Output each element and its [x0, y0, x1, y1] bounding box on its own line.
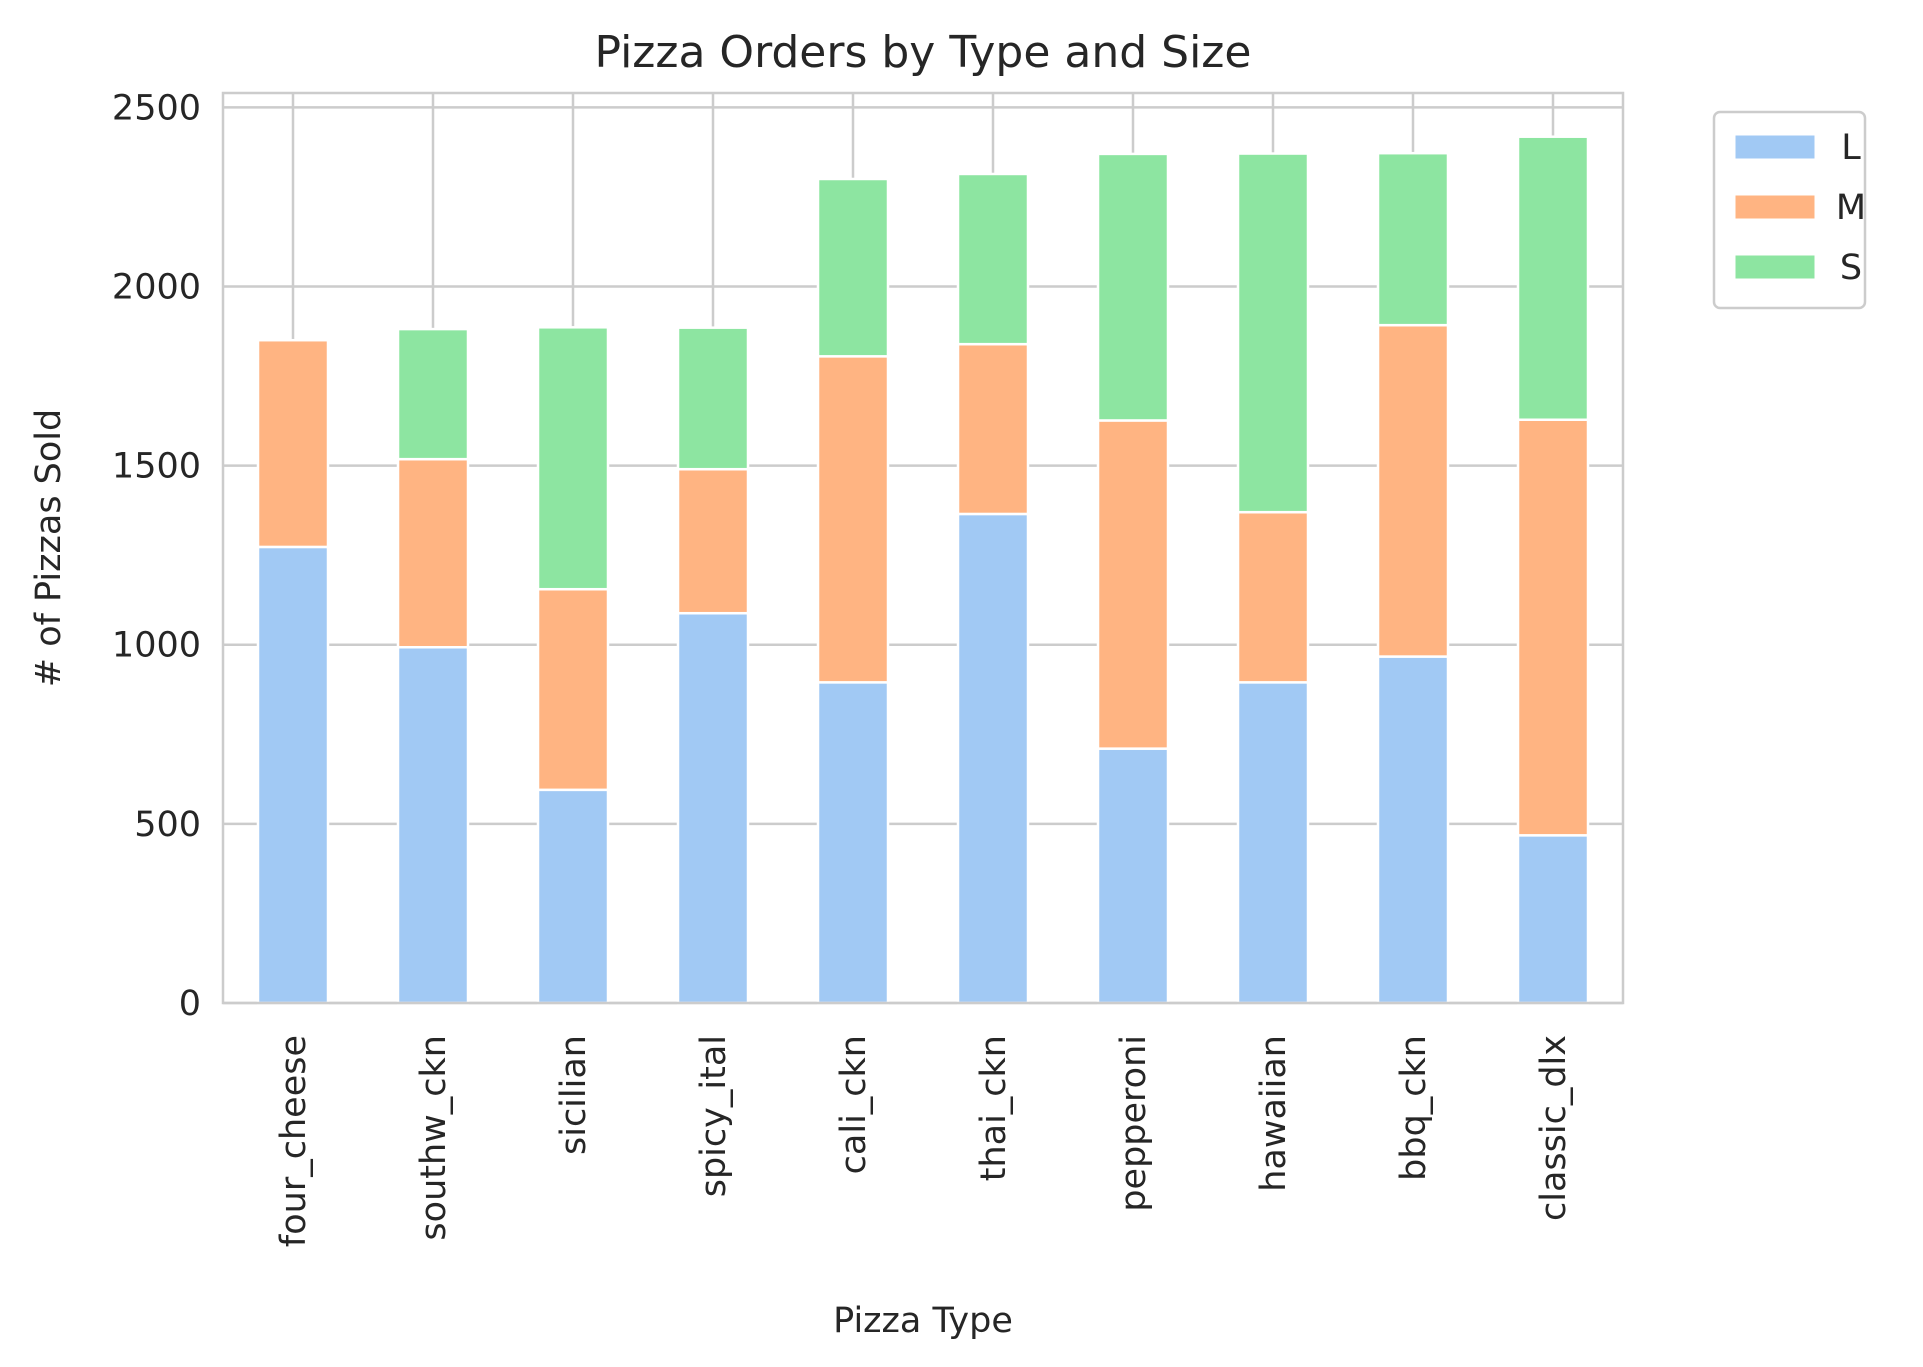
- y-axis-label: # of Pizzas Sold: [29, 409, 69, 688]
- x-tick-label: spicy_ital: [694, 1035, 734, 1197]
- bar-L-thai_ckn: [956, 512, 1030, 1005]
- bars: [256, 135, 1590, 1005]
- chart-title: Pizza Orders by Type and Size: [595, 27, 1252, 78]
- bar-L-classic_dlx: [1516, 834, 1590, 1005]
- legend: LMS: [1712, 110, 1867, 310]
- bar-M-four_cheese: [256, 338, 330, 549]
- y-tick-label: 2500: [112, 88, 201, 128]
- bar-M-spicy_ital: [676, 467, 750, 615]
- bar-L-sicilian: [536, 788, 610, 1005]
- x-tick-label: cali_ckn: [834, 1035, 874, 1174]
- bar-S-bbq_ckn: [1376, 151, 1450, 327]
- x-tick-label: southw_ckn: [414, 1035, 454, 1241]
- y-tick-label: 500: [134, 805, 201, 845]
- bar-L-pepperoni: [1096, 747, 1170, 1005]
- plot-frame: [221, 91, 1625, 1005]
- x-tick-label: thai_ckn: [974, 1035, 1014, 1181]
- y-tick-label: 1500: [112, 447, 201, 487]
- bar-L-four_cheese: [256, 545, 330, 1005]
- x-axis-label: Pizza Type: [833, 1301, 1013, 1341]
- legend-label-S: S: [1840, 248, 1862, 288]
- bar-S-hawaiian: [1236, 152, 1310, 514]
- bar-M-sicilian: [536, 587, 610, 792]
- legend-label-M: M: [1836, 188, 1866, 228]
- x-tick-label: four_cheese: [274, 1035, 314, 1247]
- y-tick-label: 1000: [112, 626, 201, 666]
- bar-S-pepperoni: [1096, 152, 1170, 422]
- x-tick-label: sicilian: [554, 1035, 594, 1155]
- bar-M-thai_ckn: [956, 342, 1030, 516]
- bar-M-pepperoni: [1096, 419, 1170, 750]
- legend-swatch-S: [1734, 254, 1816, 280]
- legend-swatch-M: [1734, 194, 1816, 220]
- bar-S-spicy_ital: [676, 326, 750, 471]
- y-tick-label: 0: [179, 984, 201, 1024]
- bar-S-classic_dlx: [1516, 135, 1590, 421]
- legend-swatch-L: [1734, 134, 1816, 160]
- bar-S-sicilian: [536, 326, 610, 591]
- legend-label-L: L: [1841, 128, 1861, 168]
- y-tick-label: 2000: [112, 267, 201, 307]
- bar-M-southw_ckn: [396, 457, 470, 649]
- bar-L-hawaiian: [1236, 681, 1310, 1005]
- bar-L-cali_ckn: [816, 681, 890, 1005]
- x-tick-label: pepperoni: [1114, 1035, 1154, 1212]
- y-ticks: 0 500 1000 1500 2000 2500: [112, 88, 201, 1024]
- x-tick-label: classic_dlx: [1534, 1035, 1574, 1221]
- bar-M-cali_ckn: [816, 355, 890, 684]
- x-ticks: four_cheese southw_ckn sicilian spicy_ital c…: [274, 1035, 1574, 1247]
- bar-S-cali_ckn: [816, 177, 890, 358]
- bar-M-hawaiian: [1236, 510, 1310, 684]
- bar-M-bbq_ckn: [1376, 323, 1450, 658]
- bar-M-classic_dlx: [1516, 418, 1590, 837]
- bar-L-bbq_ckn: [1376, 655, 1450, 1005]
- x-tick-label: hawaiian: [1254, 1035, 1294, 1192]
- bar-L-southw_ckn: [396, 645, 470, 1005]
- bar-S-thai_ckn: [956, 172, 1030, 346]
- bar-L-spicy_ital: [676, 611, 750, 1005]
- bar-S-southw_ckn: [396, 327, 470, 461]
- x-tick-label: bbq_ckn: [1394, 1035, 1434, 1181]
